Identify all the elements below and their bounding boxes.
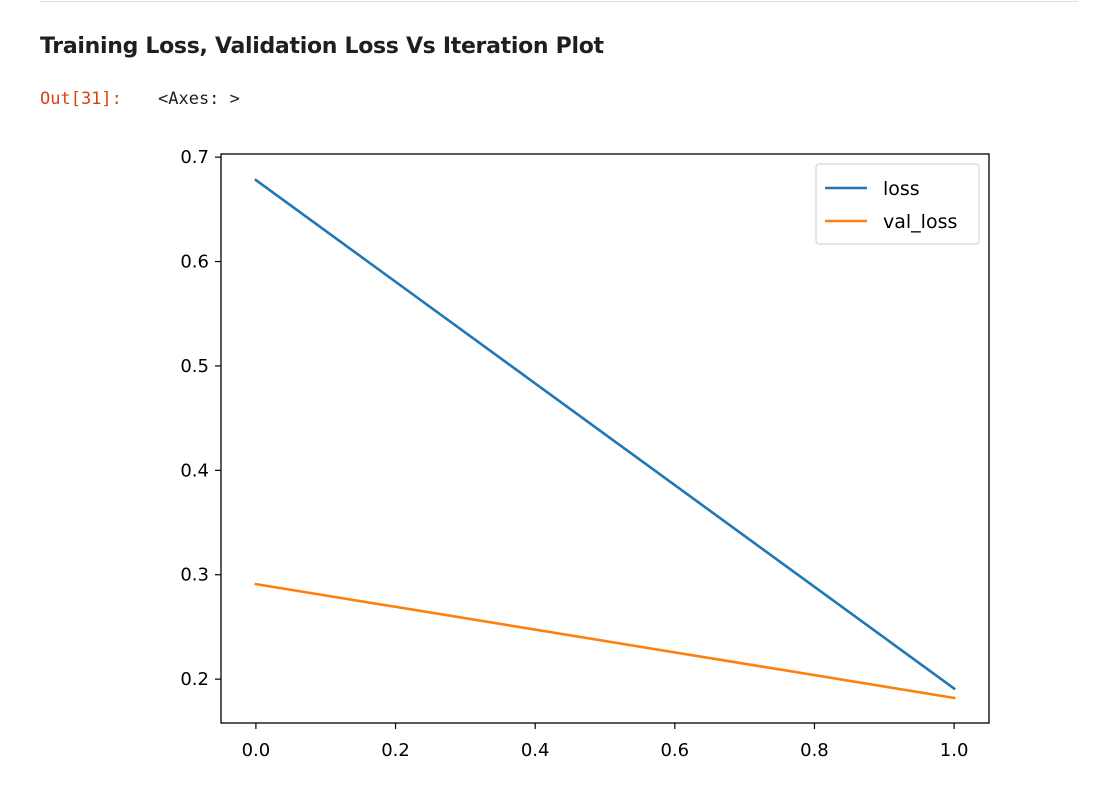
output-prompt: Out[31]: — [40, 89, 122, 109]
x-tick-label: 0.8 — [800, 740, 829, 761]
y-tick-label: 0.6 — [180, 252, 209, 273]
x-tick-label: 1.0 — [940, 740, 969, 761]
x-tick-label: 0.6 — [660, 740, 689, 761]
y-tick-label: 0.5 — [180, 356, 209, 377]
plot-area-frame — [220, 153, 990, 724]
legend: loss val_loss — [815, 163, 980, 245]
series-line-val-loss — [254, 582, 956, 700]
x-tick-label: 0.4 — [521, 740, 550, 761]
markdown-heading: Training Loss, Validation Loss Vs Iterat… — [40, 34, 604, 59]
y-tick-label: 0.4 — [180, 460, 209, 481]
x-tick-label: 0.2 — [381, 740, 410, 761]
y-tick-label: 0.7 — [180, 147, 209, 168]
legend-box — [815, 163, 980, 245]
y-tick-label: 0.2 — [180, 669, 209, 690]
legend-label: val_loss — [883, 211, 957, 233]
output-repr: <Axes: > — [158, 89, 240, 109]
series-line-loss — [254, 178, 956, 691]
y-tick-label: 0.3 — [180, 565, 209, 586]
x-tick-label: 0.0 — [242, 740, 271, 761]
legend-label: loss — [883, 178, 920, 200]
cell-divider — [40, 1, 1078, 2]
